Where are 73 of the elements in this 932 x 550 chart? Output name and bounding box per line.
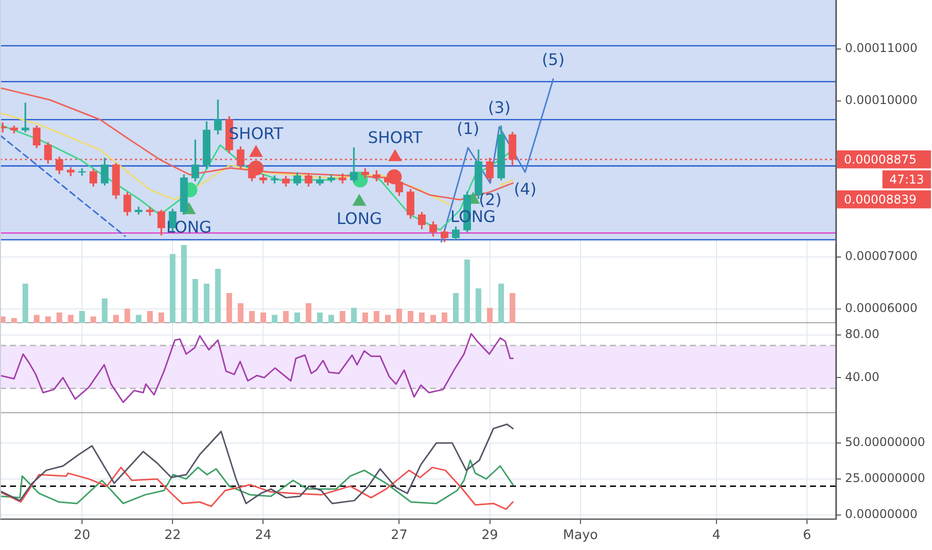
bar bbox=[464, 259, 470, 323]
bar bbox=[113, 314, 119, 323]
bar bbox=[385, 314, 391, 323]
bar bbox=[408, 310, 414, 323]
x-tick-label: 22 bbox=[164, 528, 181, 544]
bar bbox=[102, 298, 108, 323]
bar bbox=[260, 312, 266, 323]
bar bbox=[79, 310, 85, 323]
y-tick-label: 0.00006000 bbox=[845, 301, 918, 316]
bar bbox=[283, 310, 289, 323]
bar bbox=[430, 314, 436, 323]
ref-line-label: 0.00008875 bbox=[844, 152, 917, 167]
bar bbox=[306, 303, 312, 323]
bar bbox=[249, 310, 255, 323]
bar bbox=[226, 293, 232, 323]
x-tick-label: 20 bbox=[74, 528, 90, 544]
y-tick-label: 0.00010000 bbox=[845, 93, 918, 108]
annotation: LONG bbox=[336, 208, 382, 228]
x-tick-label: 29 bbox=[482, 528, 498, 544]
bar bbox=[317, 312, 323, 323]
bar bbox=[362, 312, 368, 323]
annotation: (1) bbox=[456, 118, 480, 138]
bar bbox=[215, 268, 221, 323]
bar bbox=[351, 308, 357, 323]
y-tick-label: 25.00000000 bbox=[845, 471, 926, 486]
bar bbox=[510, 293, 516, 323]
bar bbox=[442, 312, 448, 323]
bar bbox=[136, 314, 142, 323]
bar bbox=[22, 284, 28, 323]
bar bbox=[192, 278, 198, 323]
bar bbox=[419, 312, 425, 323]
text: 0.00008839 bbox=[844, 192, 917, 207]
bar bbox=[45, 316, 51, 323]
candlestick bbox=[270, 175, 278, 184]
bar bbox=[328, 314, 334, 323]
bar bbox=[11, 318, 17, 323]
bar bbox=[498, 284, 504, 323]
y-tick-label: 0.00011000 bbox=[845, 41, 918, 56]
annotation: SHORT bbox=[368, 128, 423, 148]
bar bbox=[56, 312, 62, 323]
bar bbox=[476, 288, 482, 323]
bar bbox=[170, 254, 176, 323]
bar bbox=[204, 284, 210, 323]
text: 47:13 bbox=[889, 172, 924, 187]
y-tick-label: 80.00 bbox=[845, 326, 880, 341]
bar bbox=[34, 314, 40, 323]
bar bbox=[396, 308, 402, 323]
bar bbox=[90, 316, 96, 323]
y-tick-label: 0.00000000 bbox=[845, 507, 918, 522]
bar bbox=[374, 310, 380, 323]
annotation: (4) bbox=[514, 179, 536, 198]
y-tick-label: 40.00 bbox=[845, 370, 880, 384]
bar bbox=[181, 245, 187, 323]
x-tick-label: 24 bbox=[254, 528, 272, 544]
x-tick-label: 27 bbox=[390, 528, 408, 544]
bar bbox=[452, 293, 459, 323]
bar bbox=[272, 314, 278, 323]
bar bbox=[68, 314, 74, 323]
bar bbox=[147, 310, 153, 323]
y-tick-label: 50.00000000 bbox=[845, 435, 926, 450]
annotation: (5) bbox=[542, 50, 565, 70]
bar bbox=[340, 310, 346, 323]
x-tick-label: 4 bbox=[712, 528, 721, 544]
x-tick-label: 6 bbox=[802, 528, 812, 544]
annotation: (2) bbox=[478, 190, 502, 210]
y-tick-label: 0.00007000 bbox=[845, 249, 918, 264]
bar bbox=[124, 308, 130, 323]
x-tick-label: Mayo bbox=[563, 528, 598, 544]
bar bbox=[238, 303, 244, 323]
bar bbox=[486, 308, 493, 323]
bar bbox=[158, 312, 164, 323]
bar bbox=[294, 312, 300, 323]
annotation: (3) bbox=[488, 98, 511, 118]
